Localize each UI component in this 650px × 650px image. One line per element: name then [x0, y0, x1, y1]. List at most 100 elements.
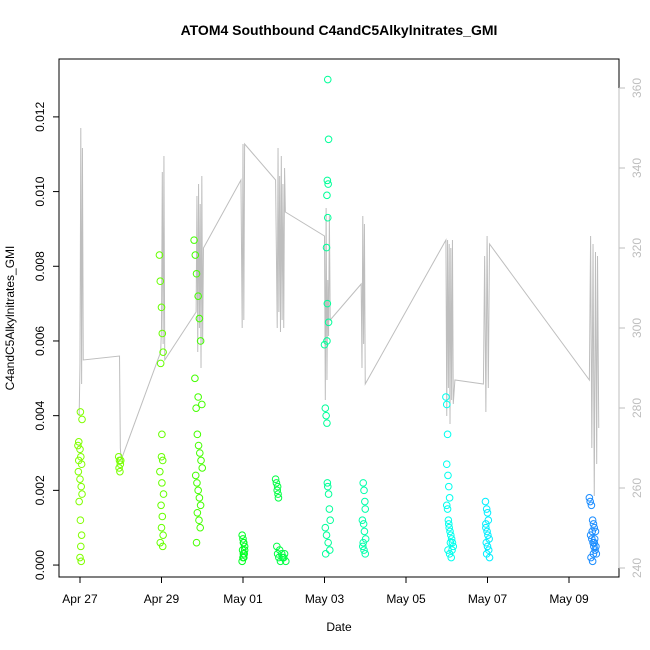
data-point: [361, 497, 369, 506]
data-point: [324, 490, 333, 498]
data-point: [590, 535, 599, 543]
data-point: [361, 505, 370, 513]
data-point: [359, 479, 368, 487]
data-point: [443, 430, 452, 439]
data-point: [77, 557, 86, 566]
data-point: [481, 497, 490, 506]
data-point: [444, 471, 452, 480]
data-point: [590, 523, 599, 532]
data-point: [323, 337, 331, 345]
data-point: [75, 497, 83, 506]
data-point: [360, 527, 369, 536]
data-point: [195, 449, 204, 457]
data-point: [358, 542, 367, 551]
data-point: [323, 75, 332, 84]
data-point: [587, 501, 596, 510]
x-tick-label: May 05: [386, 592, 426, 606]
y-tick-label: 0.000: [33, 550, 47, 580]
data-point: [115, 464, 123, 472]
data-point: [158, 430, 166, 439]
data-point: [447, 553, 456, 562]
data-point: [484, 516, 493, 525]
data-point: [592, 550, 601, 558]
data-point: [193, 479, 201, 487]
data-point: [76, 475, 84, 483]
data-point: [76, 408, 85, 416]
data-point: [158, 456, 167, 465]
data-point: [157, 303, 166, 312]
data-point: [158, 542, 167, 551]
y2-tick-label: 320: [630, 238, 644, 258]
data-point: [360, 486, 368, 495]
y2-tick-label: 340: [630, 158, 644, 178]
data-point: [446, 527, 454, 536]
data-point: [275, 553, 283, 562]
data-point: [240, 542, 249, 551]
data-point: [195, 314, 204, 323]
data-point: [158, 479, 166, 487]
y-tick-label: 0.010: [33, 176, 47, 206]
data-point: [485, 553, 494, 562]
data-point: [588, 516, 597, 525]
data-point: [358, 516, 367, 525]
data-point: [194, 486, 202, 495]
y-axis-label: C4andC5Alkylnitrates_GMI: [3, 246, 17, 391]
data-point: [590, 538, 599, 547]
data-point: [446, 538, 455, 547]
data-line: [78, 127, 600, 497]
data-point: [74, 456, 83, 465]
y-tick-label: 0.006: [33, 326, 47, 356]
data-point: [322, 531, 331, 539]
data-point: [444, 520, 453, 528]
data-point: [159, 531, 167, 539]
data-point: [322, 243, 331, 252]
data-point: [157, 452, 166, 461]
data-point: [192, 404, 200, 412]
data-point: [116, 456, 125, 465]
data-point: [157, 523, 166, 532]
data-point: [448, 538, 457, 547]
data-point: [194, 393, 202, 401]
x-tick-label: May 09: [549, 592, 589, 606]
x-tick-label: May 01: [223, 592, 263, 606]
data-point: [324, 318, 333, 327]
x-tick-label: Apr 27: [62, 592, 98, 606]
data-point: [196, 337, 205, 345]
data-point: [239, 535, 247, 543]
data-point: [116, 467, 124, 476]
data-point: [324, 538, 332, 547]
data-point: [445, 550, 454, 558]
data-point: [482, 523, 490, 532]
data-point: [447, 535, 456, 543]
data-point: [156, 538, 165, 547]
data-point: [196, 501, 205, 510]
data-point: [360, 546, 368, 554]
data-point: [274, 494, 283, 502]
data-point: [193, 508, 202, 517]
data-point: [159, 348, 167, 356]
y-tick-label: 0.004: [33, 400, 47, 430]
data-point: [193, 430, 202, 439]
data-point: [76, 553, 84, 562]
data-point: [238, 531, 246, 539]
data-point: [191, 251, 200, 259]
data-point: [361, 535, 370, 543]
data-point: [448, 546, 456, 554]
data-point: [445, 494, 454, 502]
data-point: [323, 479, 332, 487]
data-point: [444, 516, 453, 525]
data-point: [482, 520, 490, 528]
data-point: [484, 546, 493, 554]
data-point: [591, 546, 599, 554]
chart-title: ATOM4 Southbound C4andC5Alkylnitrates_GM…: [181, 22, 498, 38]
data-point: [442, 460, 451, 469]
data-point: [320, 340, 329, 349]
data-point: [74, 441, 82, 450]
x-tick-label: May 07: [468, 592, 508, 606]
data-point: [273, 486, 282, 495]
y2-tick-label: 260: [630, 478, 644, 498]
data-point: [442, 400, 451, 409]
data-point: [76, 516, 85, 525]
data-point: [191, 374, 199, 383]
